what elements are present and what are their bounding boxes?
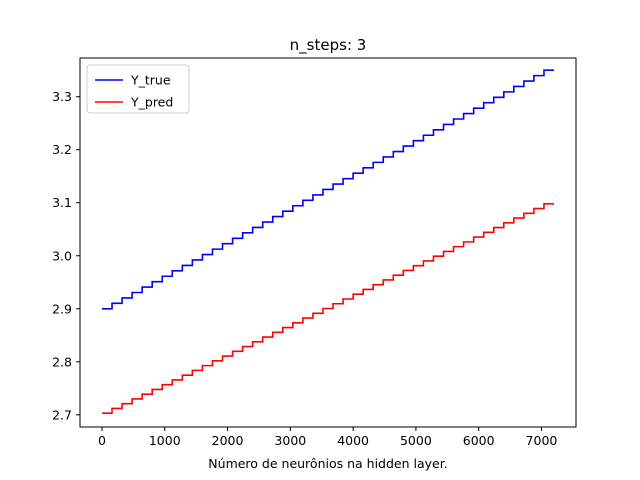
x-tick-label: 6000 (463, 433, 495, 448)
y-tick-label: 2.9 (52, 301, 72, 316)
y-tick-label: 3.2 (52, 142, 72, 157)
series-line-y-pred (101, 203, 555, 415)
x-tick-label: 0 (98, 433, 106, 448)
x-axis-label: Número de neurônios na hidden layer. (208, 456, 447, 471)
chart-title: n_steps: 3 (290, 36, 367, 55)
y-tick-label: 2.8 (52, 354, 72, 369)
x-tick-label: 2000 (212, 433, 244, 448)
x-tick-label: 4000 (337, 433, 369, 448)
y-tick-label: 3.3 (52, 89, 72, 104)
y-tick-label: 2.7 (52, 407, 72, 422)
legend-box (86, 64, 190, 114)
y-axis: 2.7 2.8 2.9 3.0 3.1 3.2 3.3 (52, 89, 80, 422)
x-tick-label: 1000 (149, 433, 181, 448)
series-line-y-true (101, 69, 555, 310)
plot-area (79, 57, 577, 428)
legend: Y_true Y_pred (86, 64, 190, 114)
axes-frame (79, 57, 577, 428)
legend-label: Y_pred (130, 95, 173, 110)
x-tick-label: 3000 (274, 433, 306, 448)
y-tick-label: 3.0 (52, 248, 72, 263)
x-axis: 0 1000 2000 3000 4000 5000 6000 7000 (98, 427, 557, 448)
y-tick-label: 3.1 (52, 195, 72, 210)
x-tick-label: 7000 (526, 433, 558, 448)
legend-label: Y_true (130, 73, 171, 88)
x-tick-label: 5000 (400, 433, 432, 448)
